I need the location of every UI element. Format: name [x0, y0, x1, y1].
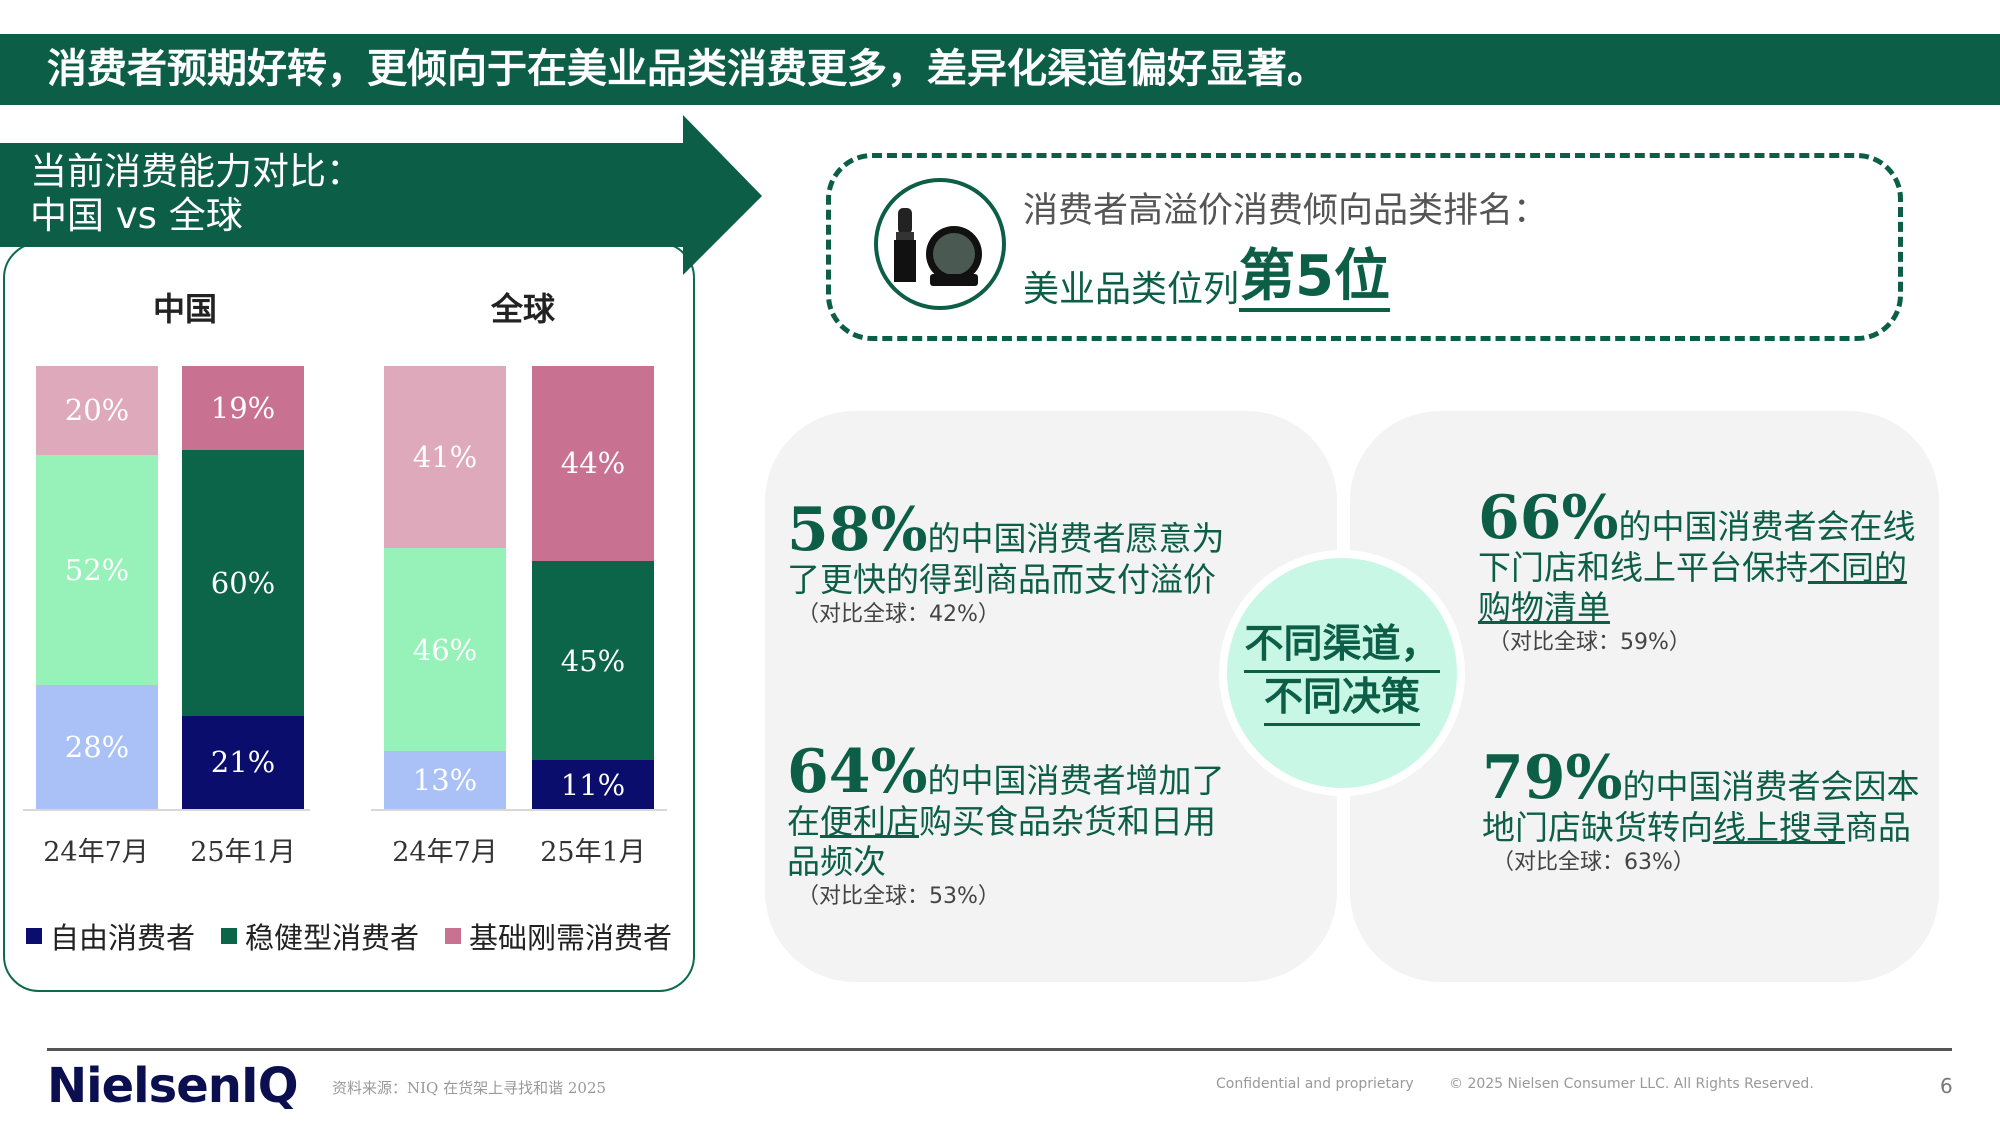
baseline-global: [371, 809, 667, 811]
data-label: 11%: [560, 767, 626, 802]
data-label: 45%: [560, 643, 626, 678]
legend-item: 基础刚需消费者: [445, 915, 672, 957]
stat-text: 品频次: [787, 842, 886, 881]
stat-text: 在: [787, 802, 820, 841]
data-label: 28%: [64, 729, 130, 764]
bar-segment: 13%: [384, 751, 506, 809]
stat-text: 了更快的得到商品而支付溢价: [787, 560, 1216, 599]
source-note: 资料来源：NIQ 在货架上寻找和谐 2025: [332, 1079, 607, 1097]
stat-text: 的中国消费者会因本: [1622, 767, 1920, 806]
center-circle: 不同渠道， 不同决策: [1219, 550, 1465, 796]
stat-text: 下门店和线上平台保持: [1478, 548, 1808, 587]
data-label: 46%: [412, 632, 478, 667]
bar-segment: 20%: [36, 366, 158, 455]
stat-number: 79%: [1482, 743, 1623, 813]
bar-segment: 19%: [182, 366, 304, 451]
bar-segment: 44%: [532, 366, 654, 561]
panel-heading: 当前消费能力对比： 中国 vs 全球: [30, 150, 363, 238]
data-label: 44%: [560, 446, 626, 481]
ranking-callout: [826, 153, 1903, 341]
slide-title: 消费者预期好转，更倾向于在美业品类消费更多，差异化渠道偏好显著。: [0, 34, 2000, 105]
stat-q3: 64%的中国消费者增加了 在便利店购买食品杂货和日用 品频次 （对比全球：53%…: [787, 742, 1225, 912]
bar-segment: 60%: [182, 450, 304, 716]
copyright: © 2025 Nielsen Consumer LLC. All Rights …: [1449, 1076, 1814, 1092]
stat-highlight: 不同的: [1808, 548, 1907, 587]
stat-note: （对比全球：59%）: [1488, 630, 1691, 655]
data-label: 19%: [210, 391, 276, 426]
stacked-bar: 28% 52% 20%: [36, 366, 158, 809]
stat-note: （对比全球：53%）: [797, 884, 1000, 909]
ranking-highlight: 第5位: [1239, 246, 1390, 312]
page-number: 6: [1940, 1074, 1953, 1098]
legend-swatch: [445, 928, 462, 944]
stat-number: 66%: [1478, 483, 1619, 553]
group-title-china: 中国: [152, 290, 217, 328]
nielseniq-logo: NielsenIQ: [47, 1058, 299, 1114]
stat-text: 商品: [1845, 808, 1911, 847]
stat-text: 的中国消费者增加了: [927, 761, 1225, 800]
data-label: 20%: [64, 393, 130, 428]
legend-swatch: [221, 928, 238, 944]
heading-arrow: [0, 115, 762, 275]
stat-number: 64%: [787, 737, 928, 807]
center-line1: 不同渠道，: [1244, 620, 1440, 673]
stat-text: 的中国消费者愿意为: [927, 519, 1225, 558]
x-label: 25年1月: [190, 837, 296, 868]
legend-item: 自由消费者: [26, 915, 195, 957]
footer-divider: [47, 1048, 1952, 1051]
stat-text: 购买食品杂货和日用: [919, 802, 1216, 841]
ranking-label: 消费者高溢价消费倾向品类排名：: [1023, 191, 1549, 231]
confidential-note: Confidential and proprietary: [1216, 1076, 1414, 1092]
stacked-bar: 21% 60% 19%: [182, 366, 304, 809]
x-label: 24年7月: [392, 837, 498, 868]
bar-segment: 52%: [36, 454, 158, 685]
data-label: 52%: [64, 552, 130, 587]
legend-label: 稳健型消费者: [245, 921, 420, 955]
stat-highlight: 线上搜寻: [1713, 808, 1845, 847]
stat-note: （对比全球：63%）: [1492, 850, 1695, 875]
stat-q1: 58%的中国消费者愿意为 了更快的得到商品而支付溢价 （对比全球：42%）: [787, 500, 1225, 630]
bar-segment: 45%: [532, 560, 654, 761]
cosmetics-icon: [874, 178, 1006, 310]
stat-text: 地门店缺货转向: [1482, 808, 1713, 847]
panel-heading-line1: 当前消费能力对比：: [30, 150, 363, 193]
chart-legend: 自由消费者 稳健型消费者 基础刚需消费者: [26, 915, 672, 957]
baseline-china: [23, 809, 310, 811]
center-line2: 不同决策: [1263, 673, 1420, 726]
bar-segment: 21%: [182, 715, 304, 809]
stat-text: 的中国消费者会在线: [1618, 507, 1916, 546]
stat-q2: 66%的中国消费者会在线 下门店和线上平台保持不同的 购物清单 （对比全球：59…: [1478, 488, 1916, 658]
x-label: 25年1月: [540, 837, 646, 868]
stacked-bar: 11% 45% 44%: [532, 366, 654, 809]
ranking-prefix: 美业品类位列: [1023, 269, 1240, 310]
stat-highlight: 购物清单: [1478, 588, 1610, 627]
bar-segment: 11%: [532, 760, 654, 809]
ranking-result: 美业品类位列 第5位: [1023, 246, 1390, 312]
bar-segment: 46%: [384, 547, 506, 752]
stat-highlight: 便利店: [820, 802, 919, 841]
legend-label: 基础刚需消费者: [469, 921, 673, 955]
data-label: 21%: [210, 745, 276, 780]
stat-note: （对比全球：42%）: [797, 602, 1000, 627]
stat-q4: 79%的中国消费者会因本 地门店缺货转向线上搜寻商品 （对比全球：63%）: [1482, 748, 1920, 878]
legend-item: 稳健型消费者: [221, 915, 419, 957]
legend-label: 自由消费者: [50, 921, 196, 955]
group-title-global: 全球: [490, 290, 555, 328]
legend-swatch: [26, 928, 42, 944]
panel-heading-line2: 中国 vs 全球: [30, 194, 243, 237]
data-label: 41%: [412, 439, 478, 474]
stat-number: 58%: [787, 495, 928, 565]
bar-segment: 28%: [36, 684, 158, 809]
data-label: 13%: [412, 763, 478, 798]
x-label: 24年7月: [43, 837, 149, 868]
data-label: 60%: [210, 566, 276, 601]
bar-segment: 41%: [384, 366, 506, 548]
stacked-bar: 13% 46% 41%: [384, 366, 506, 809]
